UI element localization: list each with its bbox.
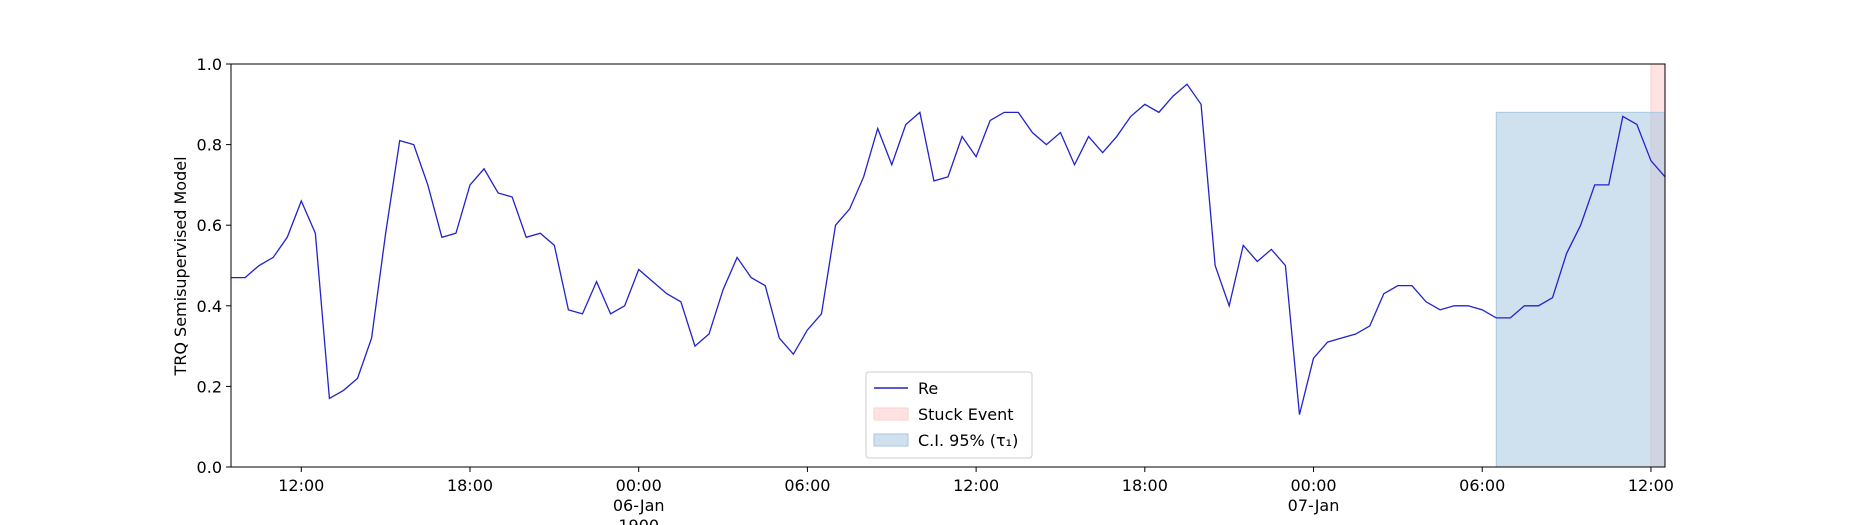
y-tick-label: 0.4 bbox=[197, 297, 222, 316]
legend-label: Stuck Event bbox=[918, 405, 1014, 424]
legend-label: Re bbox=[918, 379, 938, 398]
x-tick-label: 18:00 bbox=[1122, 476, 1168, 495]
y-tick-label: 0.2 bbox=[197, 377, 222, 396]
legend-label: C.I. 95% (τ₁) bbox=[918, 431, 1018, 450]
plot-frame bbox=[230, 63, 1666, 468]
x-tick-label: 06:00 bbox=[1459, 476, 1505, 495]
data-line bbox=[231, 83, 1666, 415]
x-tick-label: 12:00 bbox=[278, 476, 324, 495]
shaded-span bbox=[1495, 111, 1666, 468]
x-tick-label: 00:00 07-Jan bbox=[1288, 476, 1340, 515]
y-tick-label: 1.0 bbox=[197, 55, 222, 74]
x-tick-label: 12:00 bbox=[1628, 476, 1674, 495]
y-tick-label: 0.0 bbox=[197, 458, 222, 477]
x-tick-label: 06:00 bbox=[784, 476, 830, 495]
y-tick-label: 0.6 bbox=[197, 216, 222, 235]
x-tick-label: 12:00 bbox=[953, 476, 999, 495]
legend-swatch bbox=[873, 433, 909, 447]
y-axis-label: TRQ Semisupervised Model bbox=[171, 156, 190, 376]
y-tick-label: 0.8 bbox=[197, 136, 222, 155]
x-tick-label: 18:00 bbox=[447, 476, 493, 495]
legend-swatch bbox=[873, 407, 909, 421]
